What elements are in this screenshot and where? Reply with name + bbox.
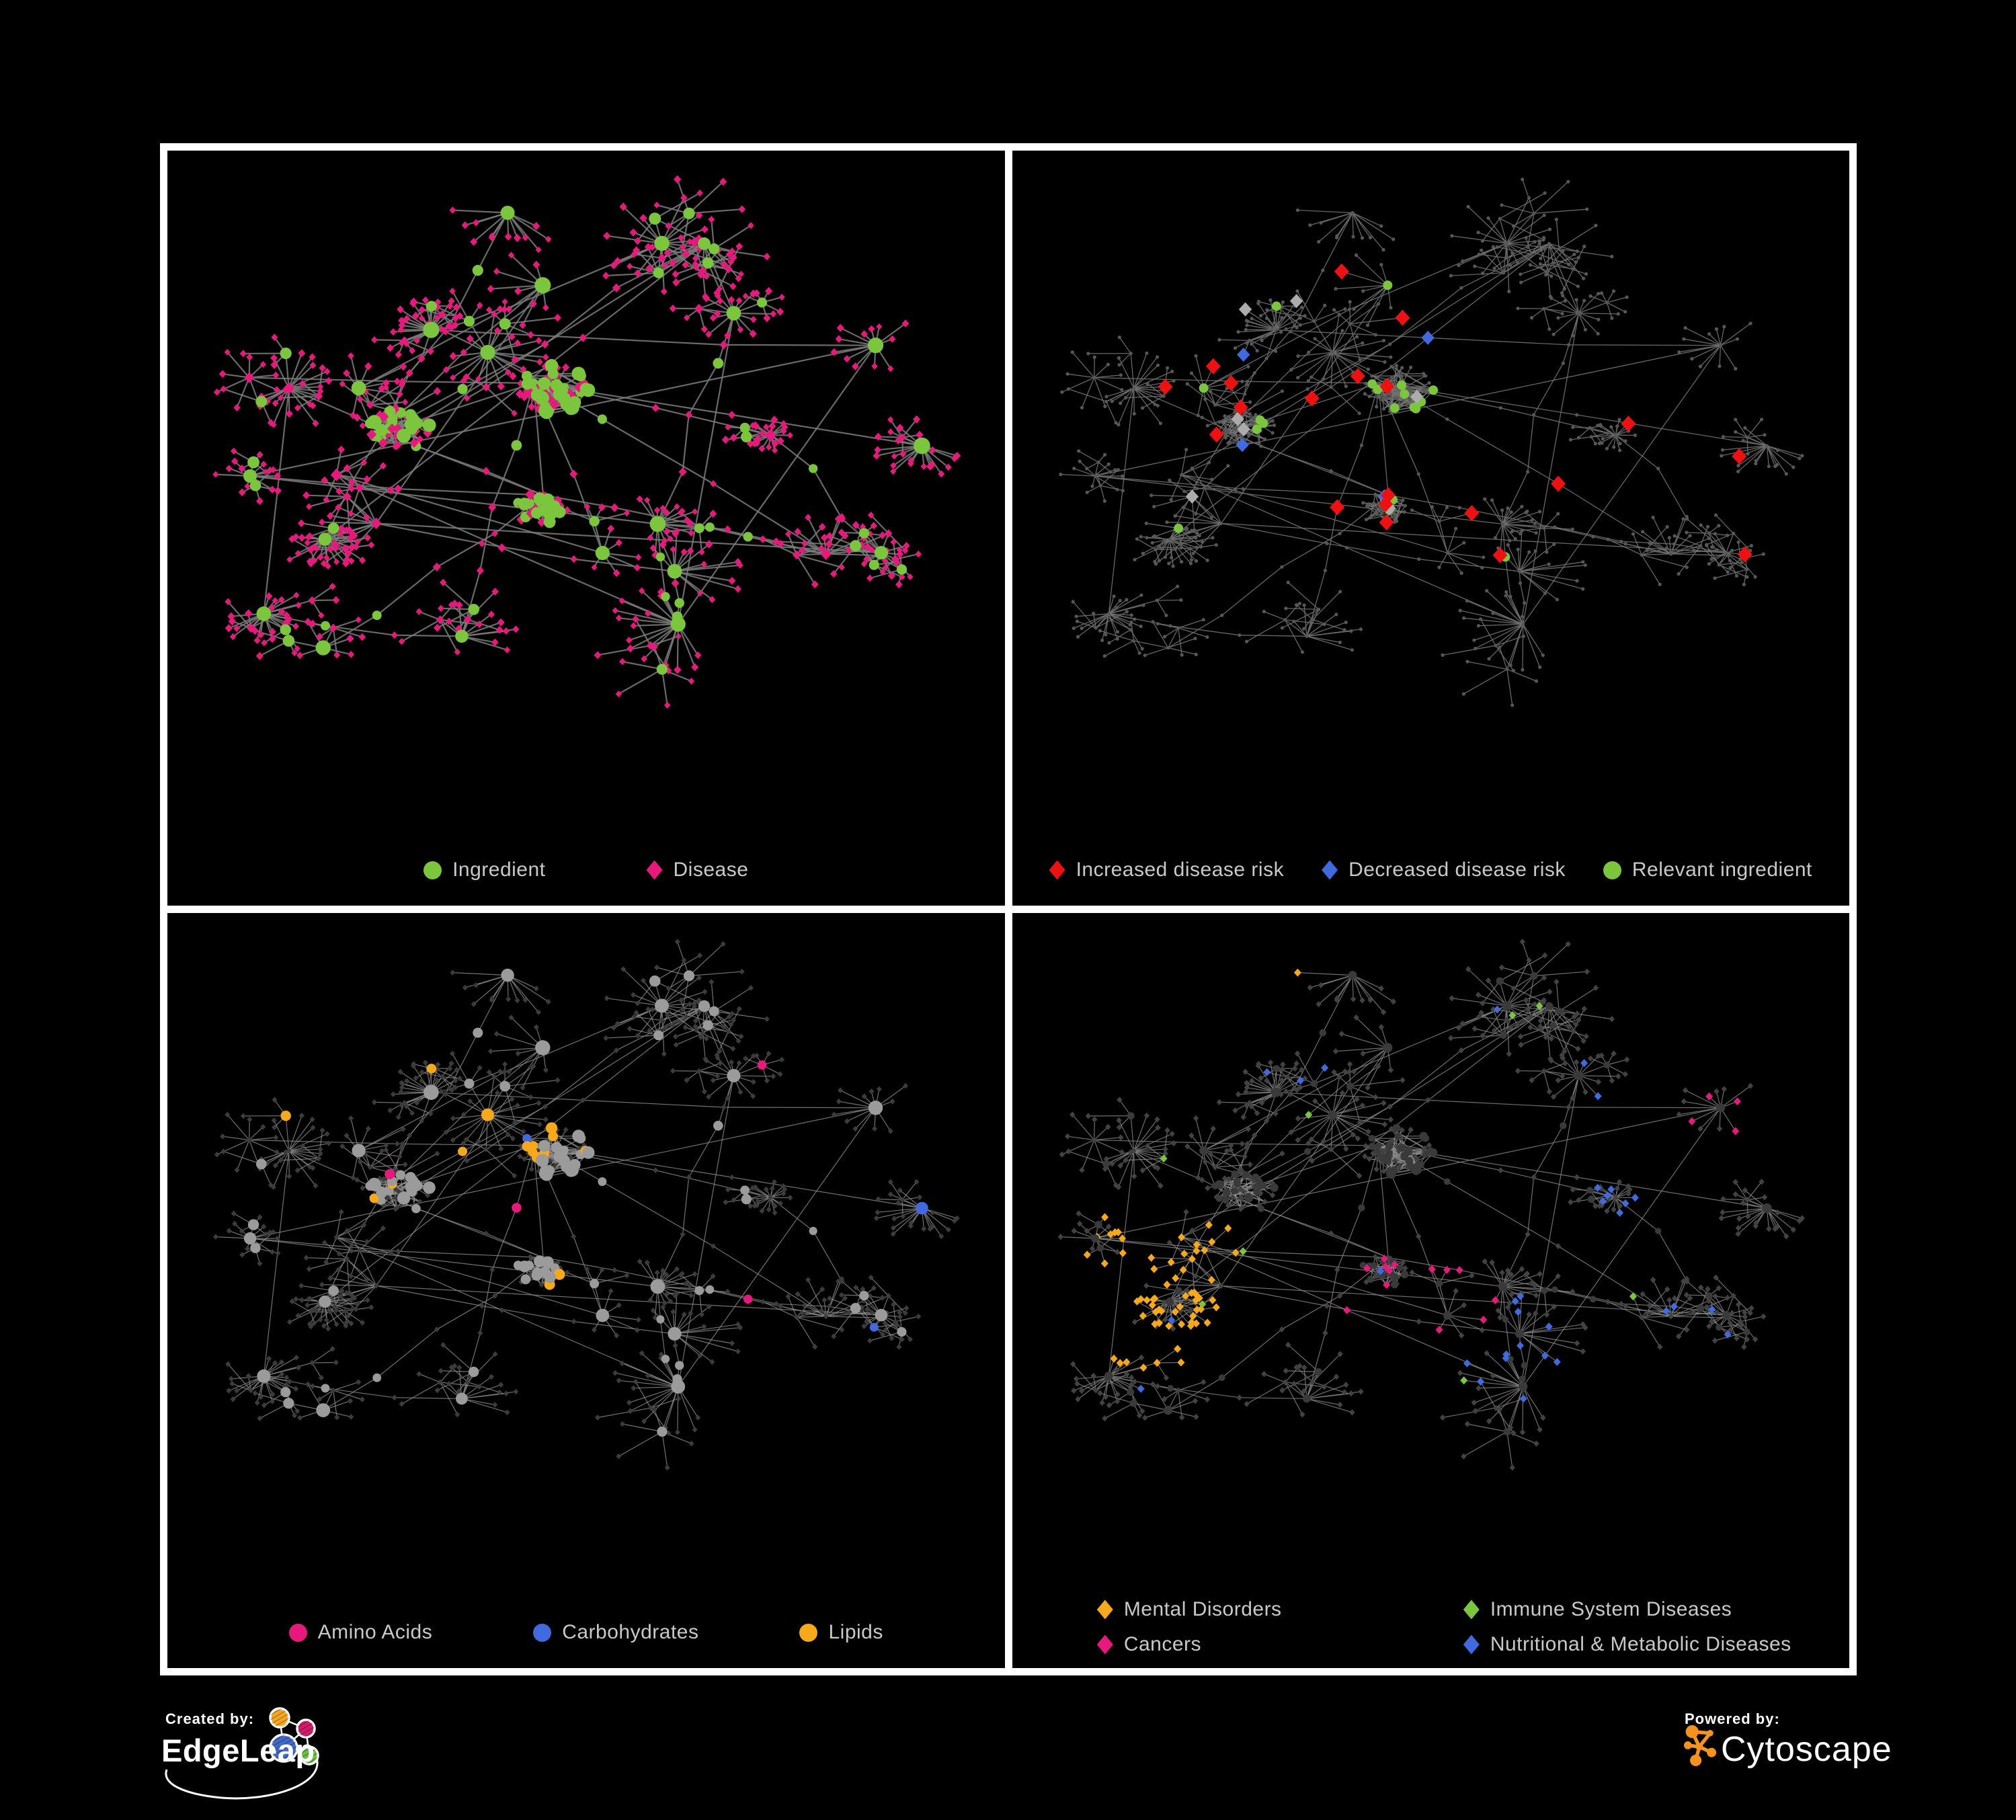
diamond-marker [1096,1634,1113,1655]
legend-label: Carbohydrates [562,1621,699,1643]
edgeleap-wordmark: EdgeLeap [161,1733,315,1768]
legend-disease-risk: Increased disease risk Decreased disease … [1012,859,1850,881]
legend-item: Nutritional & Metabolic Diseases [1463,1633,1791,1656]
cytoscape-wordmark: Cytoscape [1721,1730,1892,1769]
nodes-layer [1057,939,1805,1471]
panel-disease-categories: Mental Disorders Immune System Diseases Ca… [1012,913,1850,1668]
nodes-layer [212,175,961,709]
diamond-marker [1463,1634,1480,1655]
created-by-label: Created by: [165,1710,255,1727]
legend-item: Amino Acids [288,1621,433,1644]
legend-label: Immune System Diseases [1490,1598,1732,1620]
legend-item: Ingredient [424,859,545,881]
diamond-marker [1463,1599,1480,1620]
edgeleap-logo-block: Created by: EdgeLeap [160,1704,362,1811]
legend-ingredient-disease: Ingredient Disease [167,859,1005,881]
circle-marker [533,1623,552,1642]
cytoscape-logo-icon [1683,1725,1717,1766]
panel-ingredient-disease: Ingredient Disease [167,151,1005,906]
legend-label: Relevant ingredient [1631,859,1812,881]
diamond-marker [1096,1599,1113,1620]
diamond-marker [1322,860,1338,880]
network-graph-ingredient-disease [212,175,961,709]
diamond-marker [646,860,663,880]
nodes-layer [212,939,960,1471]
legend-label: Mental Disorders [1123,1598,1282,1620]
legend-item: Relevant ingredient [1603,859,1812,881]
legend-item: Mental Disorders [1096,1598,1463,1621]
panel-disease-risk: Increased disease risk Decreased disease … [1012,151,1850,906]
network-graph-disease-risk [1058,177,1804,707]
legend-label: Amino Acids [317,1621,433,1643]
nodes-layer [1058,177,1804,707]
legend-item: Carbohydrates [533,1621,698,1644]
legend-item: Decreased disease risk [1322,859,1566,881]
powered-by-label: Powered by: [1685,1710,1780,1727]
network-graph-macronutrients [212,939,960,1471]
legend-item: Disease [646,859,749,881]
legend-item: Immune System Diseases [1463,1598,1791,1621]
edgeleap-logo-icon [165,1707,319,1800]
legend-label: Lipids [828,1621,883,1643]
legend-item: Cancers [1096,1633,1463,1656]
legend-label: Nutritional & Metabolic Diseases [1490,1633,1791,1655]
panel-macronutrients: Amino Acids Carbohydrates Lipids [167,913,1005,1668]
legend-label: Increased disease risk [1076,859,1285,881]
circle-marker [288,1623,307,1642]
legend-item: Increased disease risk [1049,859,1284,881]
circle-marker [799,1623,818,1642]
legend-label: Ingredient [452,859,546,881]
diamond-marker [1049,860,1065,880]
legend-disease-categories: Mental Disorders Immune System Diseases Ca… [1012,1598,1850,1656]
circle-marker [1603,861,1621,879]
legend-macronutrients: Amino Acids Carbohydrates Lipids [167,1621,1005,1644]
legend-label: Cancers [1123,1633,1202,1655]
legend-label: Decreased disease risk [1348,859,1566,881]
cytoscape-logo-block: Powered by: Cytoscape [1678,1704,1892,1784]
legend-label: Disease [673,859,749,881]
network-graph-disease-categories [1057,939,1805,1471]
circle-marker [424,861,442,879]
figure-grid: Ingredient Disease Increased disease risk… [160,143,1857,1675]
legend-item: Lipids [799,1621,883,1644]
